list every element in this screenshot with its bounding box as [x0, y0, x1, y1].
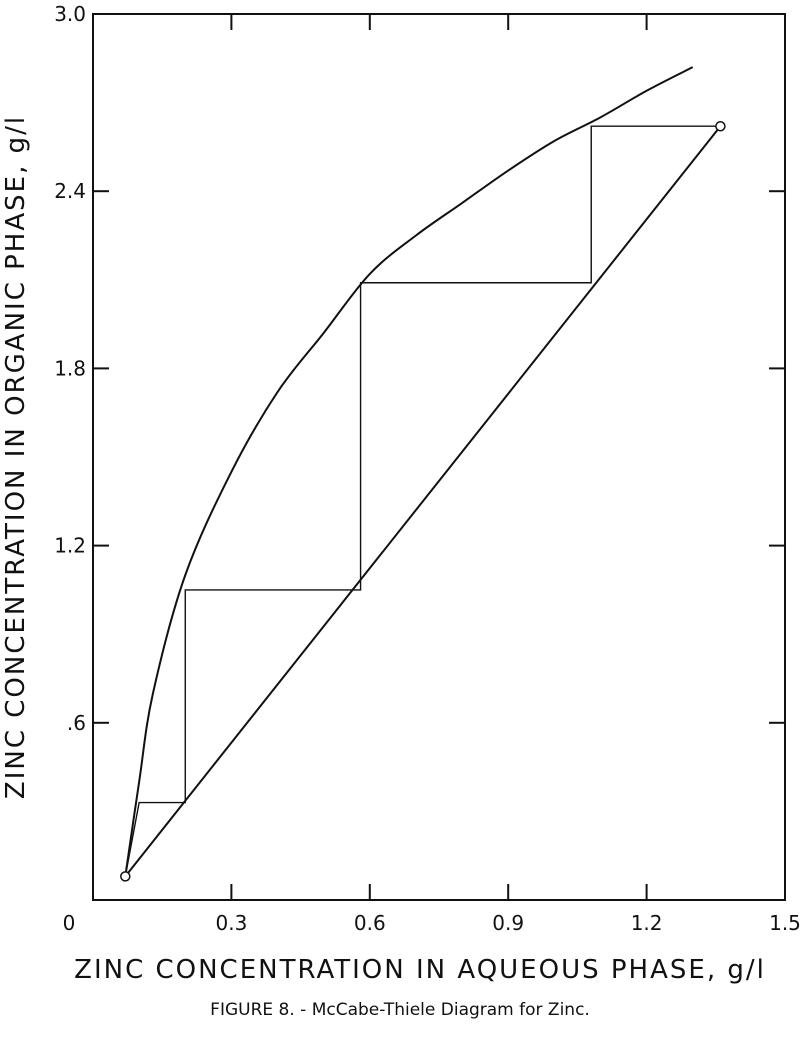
- endpoint-marker: [120, 871, 131, 882]
- x-tick-label: 0.9: [492, 911, 524, 935]
- figure-caption: FIGURE 8. - McCabe-Thiele Diagram for Zi…: [210, 1000, 590, 1020]
- plot-frame: [92, 13, 786, 901]
- operating-line: [124, 125, 722, 877]
- y-tick-label: 3.0: [54, 2, 86, 26]
- y-axis-title: ZINC CONCENTRATION IN ORGANIC PHASE, g/l: [1, 115, 31, 799]
- y-tick-label: 1.2: [54, 534, 86, 558]
- x-tick-label: 0: [63, 911, 76, 935]
- x-tick-label: 1.5: [769, 911, 800, 935]
- series-group: [120, 66, 726, 882]
- x-axis-title: ZINC CONCENTRATION IN AQUEOUS PHASE, g/l: [74, 955, 766, 985]
- y-tick-label: 1.8: [54, 356, 86, 380]
- x-tick-label: 0.3: [215, 911, 247, 935]
- equilibrium-curve: [124, 66, 694, 877]
- x-tick-label: 1.2: [631, 911, 663, 935]
- y-tick-label: 2.4: [54, 179, 86, 203]
- chart: 0 0.3 0.6 0.9 1.2 1.5 .6 1.2 1.8 2.4 3.0 ZINC CONC…: [1, 2, 800, 985]
- x-tick-label: 0.6: [354, 911, 386, 935]
- tick-group: 0 0.3 0.6 0.9 1.2 1.5 .6 1.2 1.8 2.4 3.0: [54, 2, 800, 935]
- y-tick-label: .6: [67, 711, 86, 735]
- endpoint-marker: [715, 120, 726, 132]
- stage-steps: [124, 125, 721, 877]
